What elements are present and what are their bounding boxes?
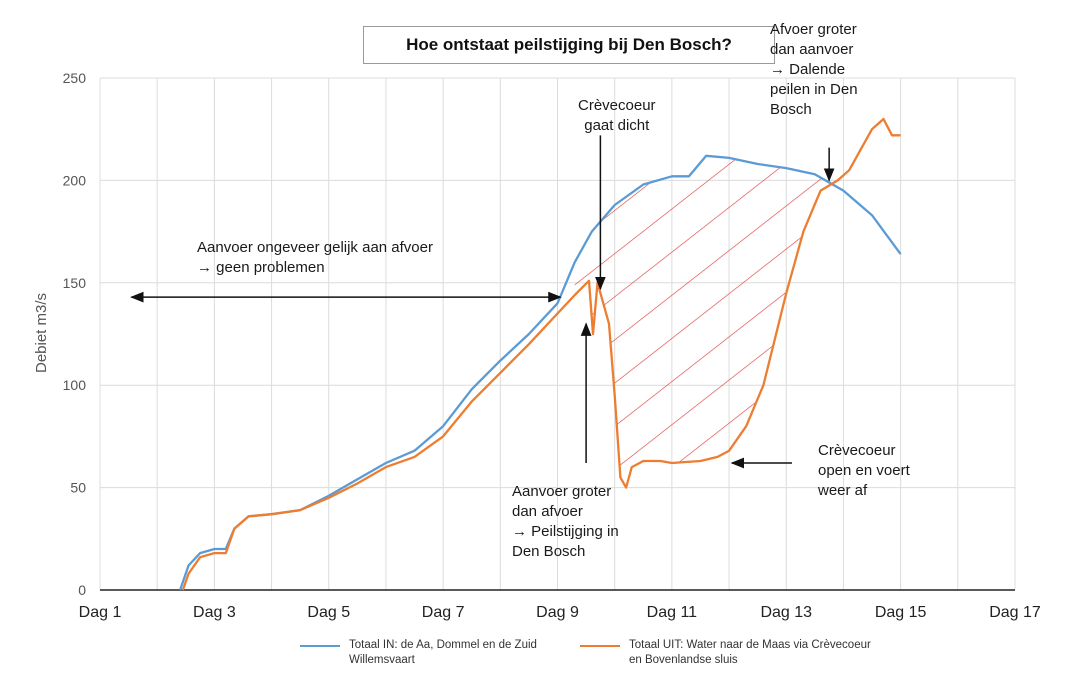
legend-swatch-in — [300, 645, 340, 647]
x-tick-label: Dag 11 — [647, 604, 698, 621]
y-tick-label: 100 — [63, 377, 87, 393]
annotation-line: → geen problemen — [197, 259, 325, 276]
annotation-line: Den Bosch — [512, 543, 586, 560]
legend-item-in: Totaal IN: de Aa, Dommel en de Zuid Will… — [300, 638, 594, 668]
annotation-crevecoeur-reopens: Crèvecoeur open en voert weer af — [818, 441, 910, 501]
x-tick-label: Dag 17 — [989, 604, 1041, 621]
y-tick-label: 50 — [70, 480, 86, 496]
annotation-falling-levels: Afvoer groter dan aanvoer → Dalende peil… — [770, 20, 858, 120]
annotation-line: Crèvecoeur — [818, 442, 896, 459]
y-axis-label: Debiet m3/s — [33, 293, 50, 373]
annotation-line: peilen in Den — [770, 81, 858, 98]
annotation-level-rise: Aanvoer groter dan afvoer → Peilstijging… — [512, 482, 619, 562]
x-tick-label: Dag 13 — [760, 604, 812, 621]
x-tick-label: Dag 1 — [79, 604, 122, 621]
annotation-line: → Dalende — [770, 61, 846, 78]
y-tick-label: 250 — [63, 70, 87, 86]
annotation-line: Afvoer groter — [770, 21, 857, 38]
x-tick-label: Dag 5 — [307, 604, 350, 621]
legend-swatch-uit — [580, 645, 620, 647]
annotation-line: → Peilstijging in — [512, 523, 619, 540]
annotation-line: Aanvoer groter — [512, 483, 612, 500]
annotation-line: Bosch — [770, 101, 812, 118]
annotation-crevecoeur-closes: Crèvecoeur gaat dicht — [578, 96, 656, 136]
annotation-line: weer af — [818, 482, 868, 499]
y-tick-label: 200 — [63, 172, 87, 188]
annotation-no-problems: Aanvoer ongeveer gelijk aan afvoer → gee… — [197, 238, 433, 278]
annotation-line: dan aanvoer — [770, 41, 854, 58]
legend-label-in: Totaal IN: de Aa, Dommel en de Zuid Will… — [349, 639, 537, 666]
x-tick-label: Dag 7 — [422, 604, 465, 621]
x-tick-label: Dag 9 — [536, 604, 579, 621]
x-tick-label: Dag 3 — [193, 604, 236, 621]
y-tick-label: 0 — [78, 582, 86, 598]
annotation-line: Crèvecoeur — [578, 97, 656, 114]
legend-label-uit: Totaal UIT: Water naar de Maas via Crève… — [629, 639, 871, 666]
annotation-line: gaat dicht — [584, 117, 650, 134]
y-tick-label: 150 — [63, 275, 87, 291]
annotation-line: open en voert — [818, 462, 910, 479]
series-line-uit — [181, 117, 901, 591]
legend-item-uit: Totaal UIT: Water naar de Maas via Crève… — [580, 638, 884, 668]
annotation-line: Aanvoer ongeveer gelijk aan afvoer — [197, 239, 433, 256]
x-tick-label: Dag 15 — [875, 604, 927, 621]
annotation-line: dan afvoer — [512, 503, 583, 520]
chart-title: Hoe ontstaat peilstijging bij Den Bosch? — [363, 26, 775, 64]
deficit-hatched-area — [574, 155, 827, 488]
